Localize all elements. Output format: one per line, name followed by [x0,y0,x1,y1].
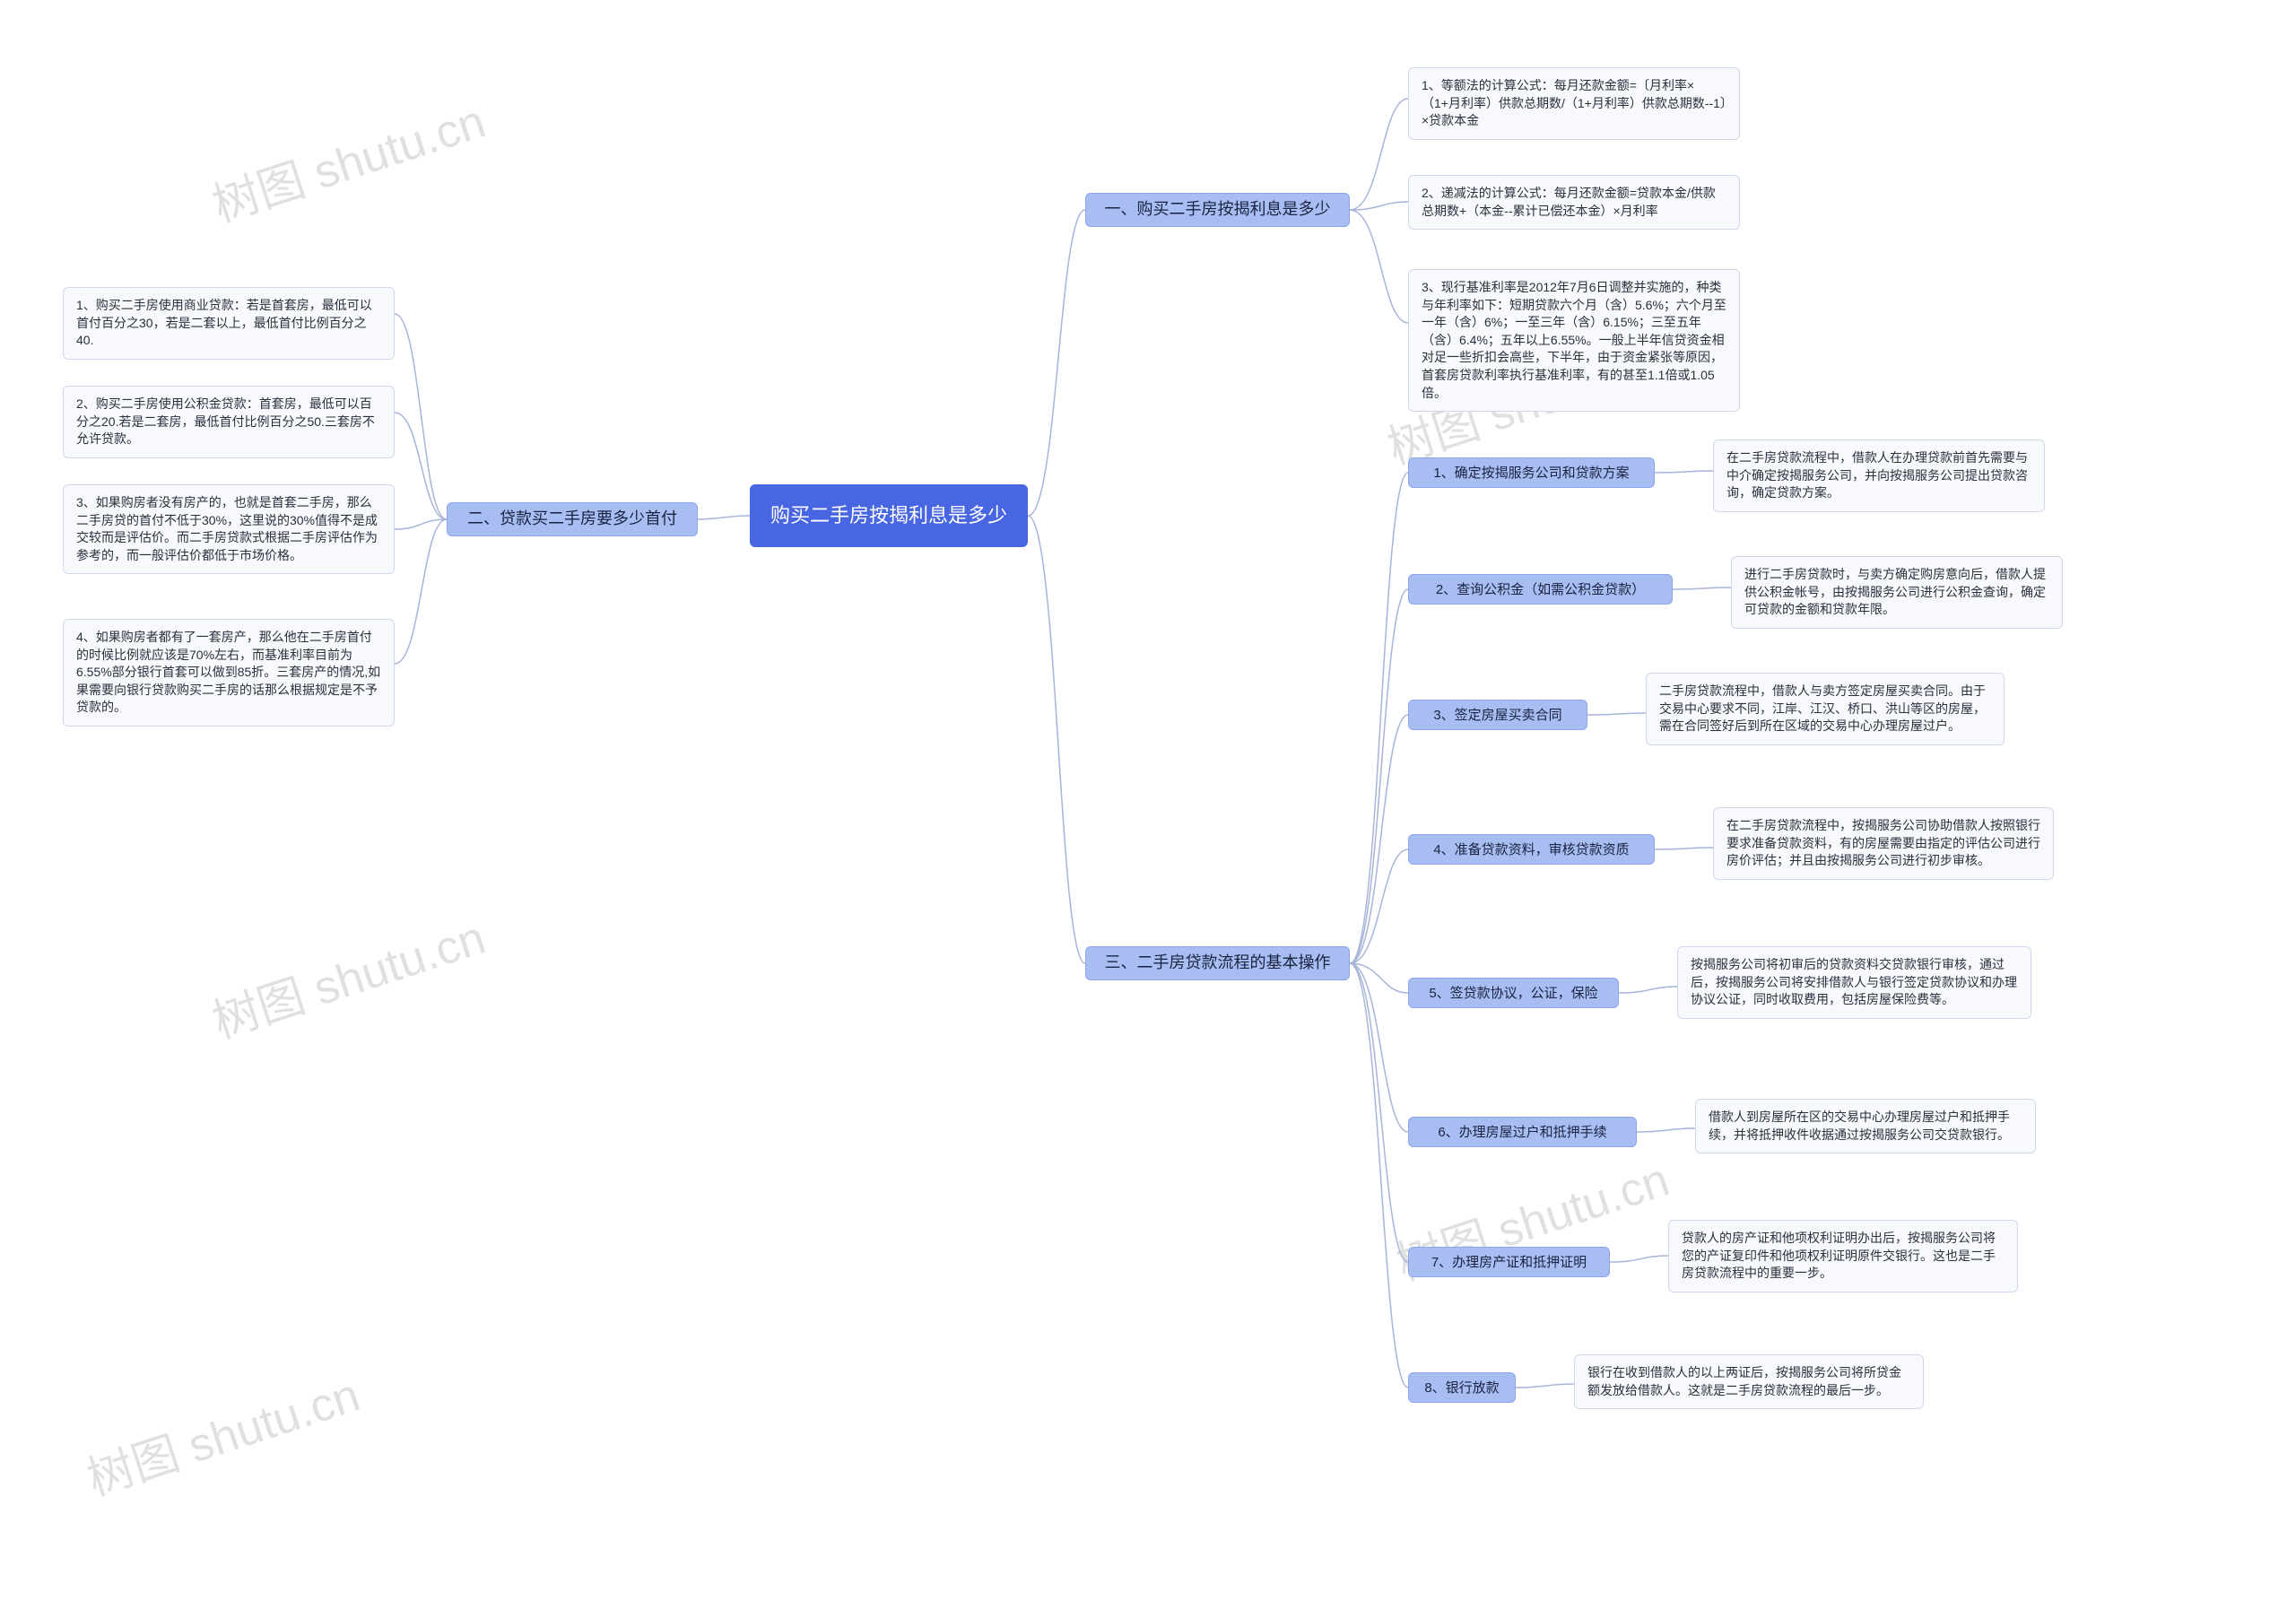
sub-r2-8: 8、银行放款 [1408,1372,1516,1403]
sub-r2-7: 7、办理房产证和抵押证明 [1408,1247,1610,1277]
detail-r2-2: 进行二手房贷款时，与卖方确定购房意向后，借款人提供公积金帐号，由按揭服务公司进行… [1731,556,2063,629]
branch-left: 二、贷款买二手房要多少首付 [447,502,698,536]
detail-r2-3: 二手房贷款流程中，借款人与卖方签定房屋买卖合同。由于交易中心要求不同，江岸、江汉… [1646,673,2005,745]
detail-r2-4: 在二手房贷款流程中，按揭服务公司协助借款人按照银行要求准备贷款资料，有的房屋需要… [1713,807,2054,880]
root-node: 购买二手房按揭利息是多少 [750,484,1028,547]
leaf-left-4: 4、如果购房者都有了一套房产，那么他在二手房首付的时候比例就应该是70%左右，而… [63,619,395,727]
detail-r2-8: 银行在收到借款人的以上两证后，按揭服务公司将所贷金额发放给借款人。这就是二手房贷… [1574,1354,1924,1409]
leaf-r1-2: 2、递减法的计算公式：每月还款金额=贷款本金/供款总期数+（本金--累计已偿还本… [1408,175,1740,230]
watermark: 树图 shutu.cn [77,1357,367,1509]
watermark: 树图 shutu.cn [203,900,492,1051]
detail-r2-1: 在二手房贷款流程中，借款人在办理贷款前首先需要与中介确定按揭服务公司，并向按揭服… [1713,439,2045,512]
leaf-left-2: 2、购买二手房使用公积金贷款：首套房，最低可以百分之20.若是二套房，最低首付比… [63,386,395,458]
detail-r2-7: 贷款人的房产证和他项权利证明办出后，按揭服务公司将您的产证复印件和他项权利证明原… [1668,1220,2018,1292]
branch-r1: 一、购买二手房按揭利息是多少 [1085,193,1350,227]
leaf-r1-3: 3、现行基准利率是2012年7月6日调整并实施的，种类与年利率如下：短期贷款六个… [1408,269,1740,412]
sub-r2-3: 3、签定房屋买卖合同 [1408,700,1587,730]
branch-r2: 三、二手房贷款流程的基本操作 [1085,946,1350,980]
sub-r2-6: 6、办理房屋过户和抵押手续 [1408,1117,1637,1147]
leaf-r1-1: 1、等额法的计算公式：每月还款金额=〔月利率×（1+月利率）供款总期数/（1+月… [1408,67,1740,140]
connectors [0,0,2296,1610]
leaf-left-1: 1、购买二手房使用商业贷款：若是首套房，最低可以首付百分之30，若是二套以上，最… [63,287,395,360]
sub-r2-1: 1、确定按揭服务公司和贷款方案 [1408,457,1655,488]
sub-r2-4: 4、准备贷款资料，审核贷款资质 [1408,834,1655,865]
leaf-left-3: 3、如果购房者没有房产的，也就是首套二手房，那么二手房贷的首付不低于30%，这里… [63,484,395,574]
watermark: 树图 shutu.cn [203,83,492,235]
sub-r2-2: 2、查询公积金（如需公积金贷款） [1408,574,1673,605]
detail-r2-5: 按揭服务公司将初审后的贷款资料交贷款银行审核，通过后，按揭服务公司将安排借款人与… [1677,946,2031,1019]
detail-r2-6: 借款人到房屋所在区的交易中心办理房屋过户和抵押手续，并将抵押收件收据通过按揭服务… [1695,1099,2036,1153]
sub-r2-5: 5、签贷款协议，公证，保险 [1408,978,1619,1008]
